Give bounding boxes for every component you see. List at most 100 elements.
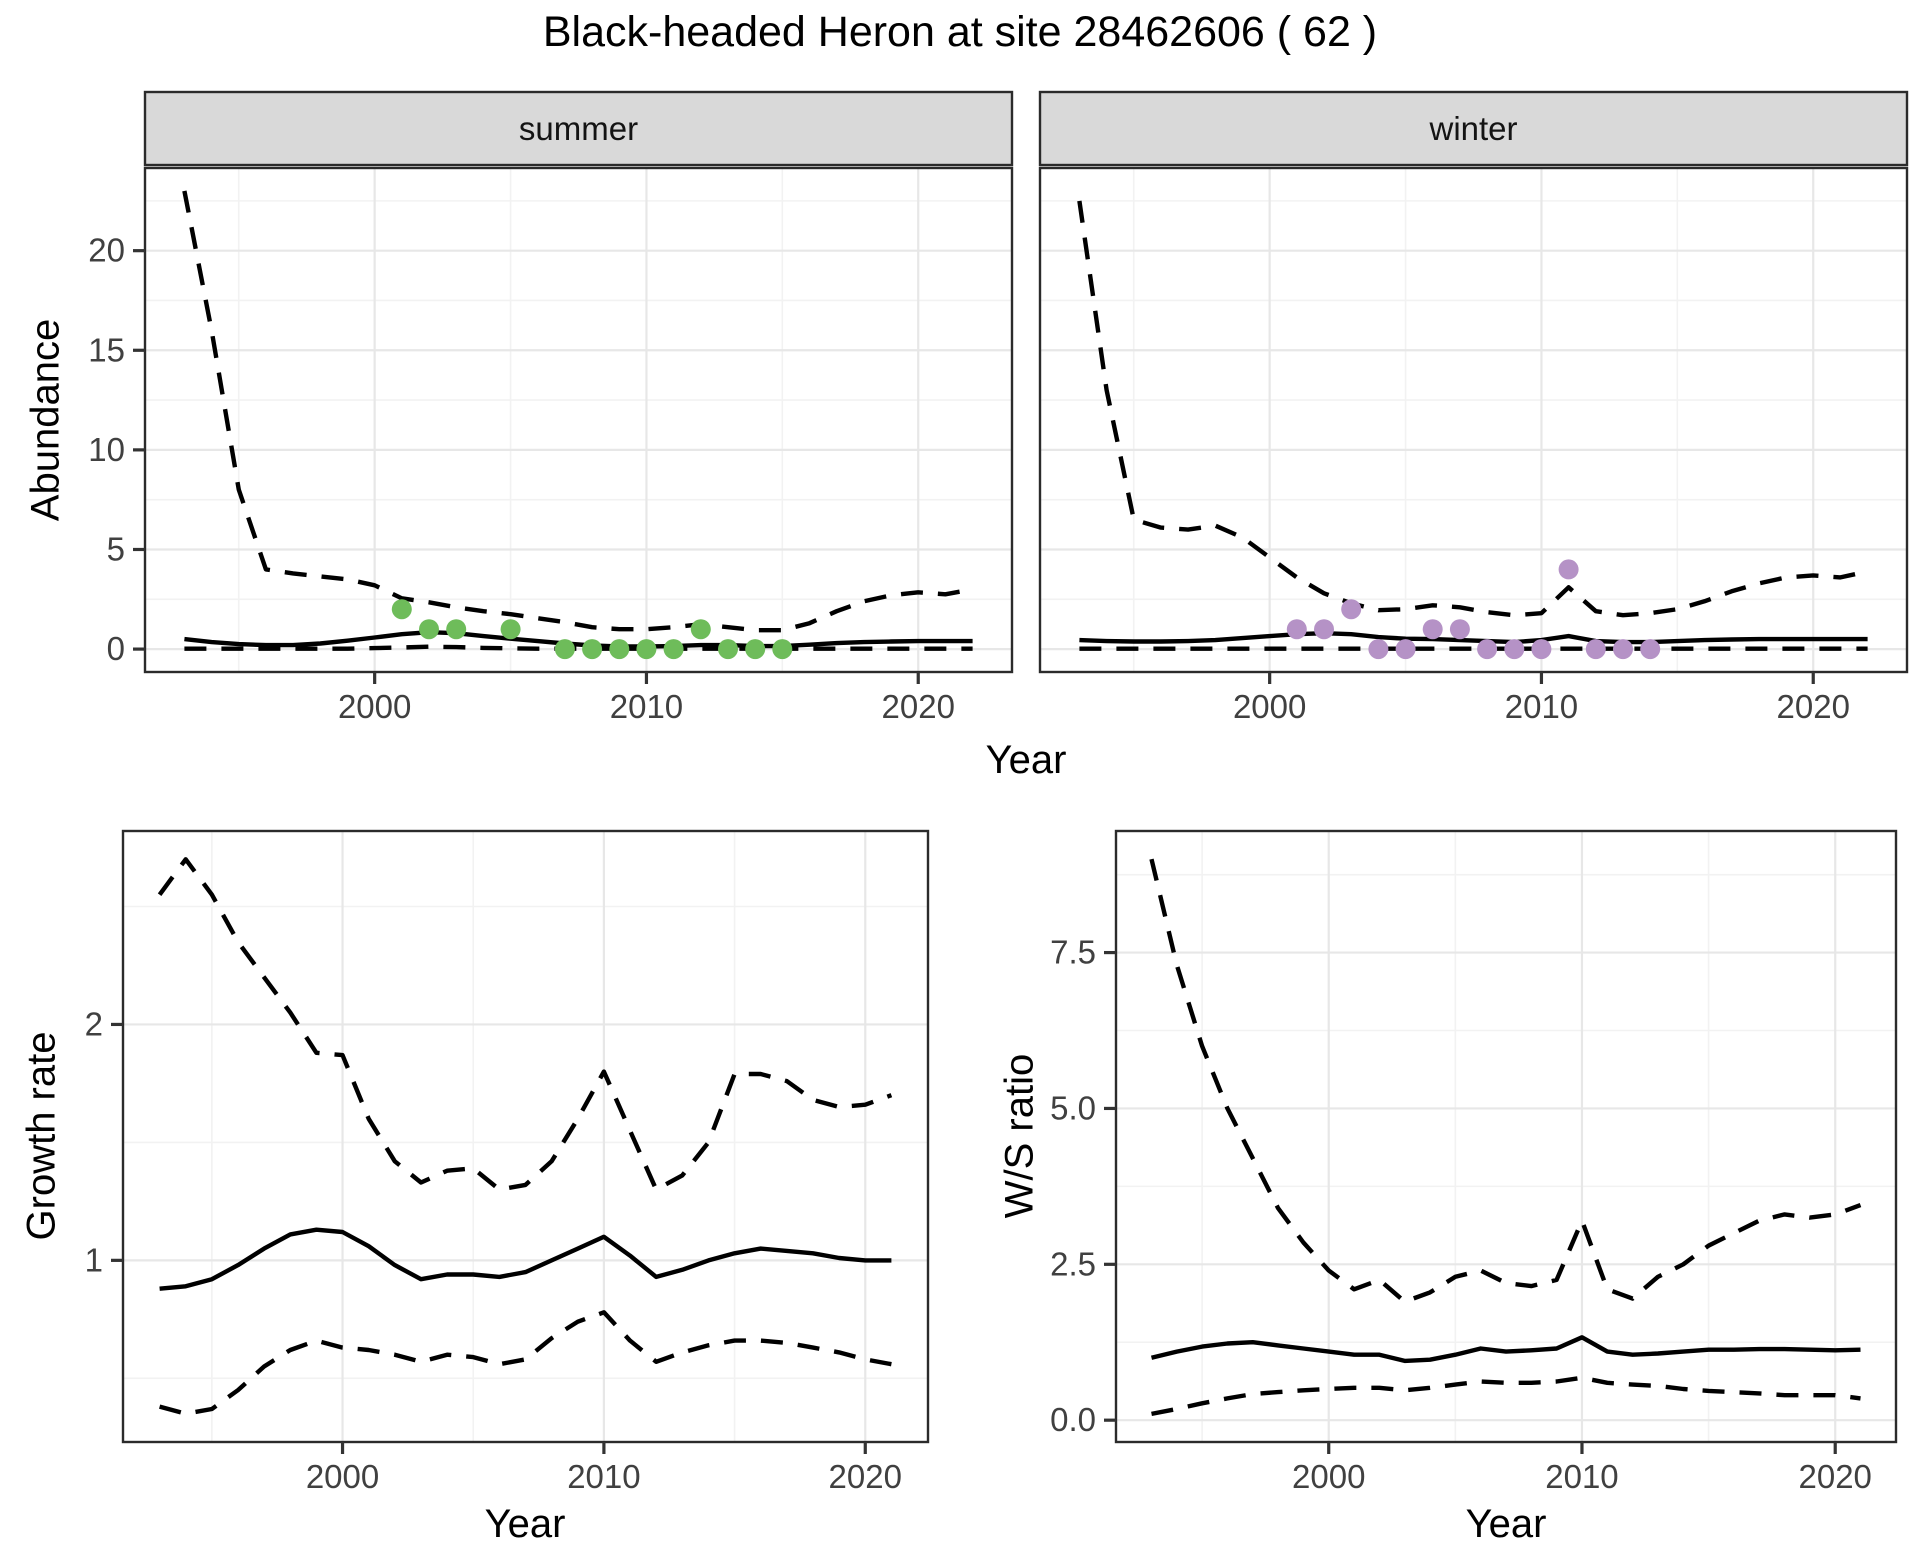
panel-border — [1038, 166, 1909, 674]
observation-point — [1341, 599, 1362, 620]
observation-point — [500, 619, 521, 640]
summer_observations — [391, 599, 793, 660]
panel-border — [1114, 829, 1898, 1444]
y-tick-label: 7.5 — [1050, 934, 1096, 971]
x-axis-ticks: 2000 2010 2020 — [338, 672, 955, 725]
series-mean — [159, 1227, 892, 1291]
facet-strip-winter — [1038, 90, 1909, 167]
y-tick-label: 20 — [88, 232, 125, 269]
series-upper_ci — [157, 857, 893, 1192]
series-upper_ci — [182, 190, 973, 633]
observation-point — [1558, 559, 1579, 580]
panel-ws: 2000 2010 2020 0.0 2.5 5.0 7.5 — [1050, 829, 1898, 1495]
observation-point — [419, 619, 439, 640]
panel-border — [121, 829, 930, 1444]
observation-point — [1422, 619, 1443, 640]
y-axis-ticks: 0.0 2.5 5.0 7.5 — [1050, 934, 1116, 1438]
gridlines-major — [123, 831, 928, 1442]
gridlines-minor — [123, 831, 928, 1442]
y-tick-label: 0 — [107, 630, 125, 667]
series-lower_ci — [159, 1310, 892, 1416]
panel-border — [143, 166, 1014, 674]
observation-point — [609, 639, 630, 660]
series-upper_ci — [1077, 200, 1869, 618]
y-tick-label: 5.0 — [1050, 1089, 1096, 1126]
y-tick-label: 1 — [85, 1241, 103, 1278]
y-axis-ticks: 0 5 10 15 20 — [88, 232, 145, 667]
y-tick-label: 2.5 — [1050, 1245, 1096, 1282]
x-tick-label: 2010 — [567, 1458, 640, 1495]
series-mean — [184, 630, 973, 649]
observation-point — [1613, 639, 1633, 660]
observation-point — [554, 639, 575, 660]
gridlines-major — [1116, 831, 1896, 1442]
gridlines-minor — [145, 168, 1012, 672]
observation-point — [1395, 639, 1416, 660]
observation-point — [1585, 639, 1606, 660]
facet-strip-label-winter: winter — [1429, 110, 1518, 147]
series-lower_ci — [184, 644, 973, 651]
observation-point — [582, 639, 603, 660]
x-axis-title-year-top: Year — [985, 738, 1067, 782]
observation-point — [718, 639, 738, 660]
x-tick-label: 2000 — [1233, 688, 1306, 725]
x-tick-label: 2000 — [306, 1458, 379, 1495]
x-axis-ticks: 2000 2010 2020 — [1233, 672, 1850, 725]
observation-point — [663, 639, 684, 660]
x-tick-label: 2000 — [338, 688, 411, 725]
y-axis-title-growth-rate: Growth rate — [19, 1031, 64, 1241]
y-axis-ticks: 12 — [85, 1005, 123, 1278]
x-tick-label: 2010 — [610, 688, 683, 725]
observation-point — [391, 599, 412, 620]
observation-point — [772, 639, 793, 660]
y-tick-label: 5 — [107, 530, 125, 567]
observation-point — [1504, 639, 1525, 660]
gridlines-minor — [1040, 168, 1907, 672]
observation-point — [1368, 639, 1389, 660]
panel-background — [145, 168, 1012, 672]
x-axis-ticks: 2000 2010 2020 — [306, 1442, 902, 1495]
observation-point — [1531, 639, 1552, 660]
observation-point — [1286, 619, 1307, 640]
y-tick-label: 10 — [88, 431, 125, 468]
y-tick-label: 15 — [88, 331, 125, 368]
facet-strip-label-summer: summer — [518, 110, 639, 147]
observation-point — [690, 619, 711, 640]
y-axis-title-abundance: Abundance — [23, 318, 68, 522]
series-mean — [1150, 1335, 1861, 1364]
series-upper_ci — [1149, 858, 1862, 1304]
x-tick-label: 2000 — [1292, 1458, 1365, 1495]
panel-background — [123, 831, 928, 1442]
observation-point — [1449, 619, 1470, 640]
observation-point — [1314, 619, 1334, 640]
panel-background — [1040, 168, 1907, 672]
x-axis-title-year-bottom-left: Year — [484, 1502, 566, 1546]
observation-point — [446, 619, 467, 640]
winter_observations — [1286, 559, 1661, 660]
x-tick-label: 2020 — [1777, 688, 1850, 725]
panel-winter: 2000 2010 2020 — [1038, 90, 1909, 725]
y-tick-label: 0.0 — [1050, 1401, 1096, 1438]
observation-point — [745, 639, 766, 660]
x-tick-label: 2020 — [829, 1458, 902, 1495]
x-axis-title-year-bottom-right: Year — [1465, 1502, 1547, 1546]
facet-strip-summer — [143, 90, 1014, 167]
panel-background — [1116, 831, 1896, 1442]
x-tick-label: 2010 — [1505, 688, 1578, 725]
x-axis-ticks: 2000 2010 2020 — [1292, 1442, 1872, 1495]
panel-summer: 2000 2010 2020 0 5 10 15 20 — [88, 90, 1014, 725]
series-lower_ci — [1151, 1375, 1861, 1417]
plot-title: Black-headed Heron at site 28462606 ( 62… — [542, 8, 1378, 56]
y-axis-title-ws-ratio: W/S ratio — [997, 1053, 1042, 1219]
observation-point — [1477, 639, 1498, 660]
y-tick-label: 2 — [85, 1005, 103, 1042]
observation-point — [636, 639, 657, 660]
x-tick-label: 2020 — [1799, 1458, 1872, 1495]
series-mean — [1079, 631, 1868, 645]
x-tick-label: 2010 — [1545, 1458, 1618, 1495]
observation-point — [1640, 639, 1661, 660]
x-tick-label: 2020 — [882, 688, 955, 725]
